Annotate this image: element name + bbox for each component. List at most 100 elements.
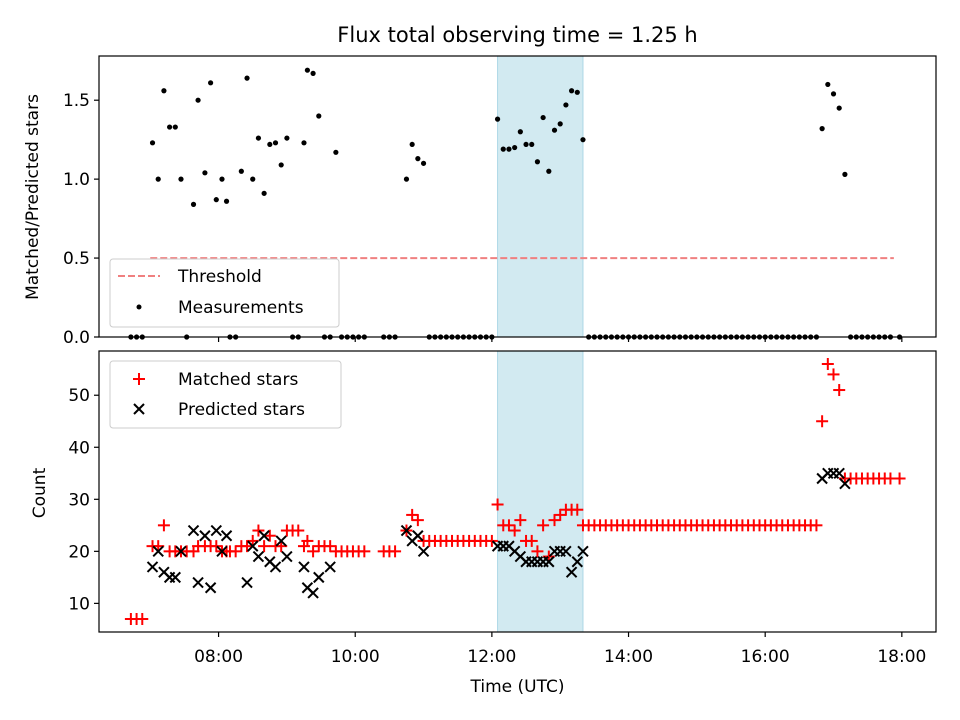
predicted-point	[247, 540, 259, 552]
matched-point	[411, 514, 424, 527]
predicted-point	[210, 524, 223, 537]
bottom-plot-frame	[98, 350, 937, 633]
matched-point	[210, 540, 223, 553]
predicted-point	[565, 566, 578, 578]
bottom-y-axis-label: Count	[30, 467, 50, 518]
measurement-point	[178, 176, 184, 182]
measurement-point	[557, 121, 563, 127]
matched-point	[136, 612, 149, 625]
matched-point	[548, 514, 561, 527]
predicted-point	[307, 587, 319, 599]
highlight-span-top	[497, 55, 584, 338]
y-tick-label: 1.0	[63, 170, 90, 190]
predicted-point	[417, 545, 430, 558]
matched-point	[571, 503, 584, 516]
predicted-point	[152, 545, 164, 558]
measurement-point	[255, 135, 262, 141]
matched-point	[157, 519, 170, 532]
legend-predicted-swatch	[133, 403, 145, 415]
predicted-point	[543, 556, 555, 568]
counts-layer	[124, 358, 906, 625]
measurement-point	[836, 105, 842, 111]
measurement-point	[172, 124, 178, 130]
matched-point	[258, 540, 271, 553]
predicted-point	[324, 561, 336, 573]
measurement-point	[238, 168, 244, 174]
x-tick-label: 10:00	[331, 647, 380, 667]
matched-point	[491, 498, 504, 511]
measurement-point	[267, 141, 273, 148]
predicted-point	[275, 535, 287, 547]
y-tick-label: 0.5	[63, 249, 90, 269]
measurement-point	[523, 141, 529, 148]
predicted-point	[252, 550, 265, 563]
matched-point	[229, 545, 242, 558]
legend-threshold-label: Threshold	[177, 267, 262, 287]
measurement-point	[219, 176, 225, 182]
measurement-point	[244, 75, 250, 81]
measurement-point	[161, 88, 167, 94]
matched-point	[324, 540, 337, 553]
matched-point	[389, 545, 402, 558]
measurement-point	[149, 140, 156, 146]
measurement-point	[420, 160, 427, 166]
y-tick-label: 50	[68, 386, 90, 406]
y-tick-label: 0.0	[63, 328, 90, 348]
predicted-point	[560, 545, 572, 558]
matched-point	[292, 524, 305, 537]
measurement-point	[190, 201, 197, 207]
measurement-point	[284, 135, 290, 141]
measurement-point	[208, 80, 214, 86]
matched-point	[525, 534, 538, 547]
legend-measurements-swatch	[136, 304, 142, 310]
measurement-point	[563, 102, 569, 108]
measurement-point	[167, 124, 173, 130]
predicted-point	[216, 545, 228, 558]
predicted-point	[577, 545, 589, 558]
predicted-point	[313, 571, 325, 584]
matched-point	[263, 529, 276, 542]
top-legend: Threshold Measurements	[109, 258, 340, 328]
y-tick-label: 20	[68, 542, 90, 562]
matched-point	[406, 508, 419, 521]
predicted-point	[241, 576, 253, 589]
legend-box	[109, 258, 340, 328]
predicted-point	[281, 550, 293, 563]
measurement-point	[568, 88, 575, 94]
measurement-point	[304, 67, 310, 73]
x-axis-label: Time (UTC)	[470, 677, 565, 697]
measurement-point	[301, 140, 307, 146]
y-tick-label: 1.5	[63, 91, 90, 111]
measurement-point	[155, 176, 161, 182]
matched-point	[241, 540, 254, 553]
matched-point	[531, 545, 544, 558]
measurement-point	[223, 198, 230, 204]
predicted-point	[412, 530, 424, 542]
predicted-point	[169, 571, 182, 584]
measurement-point	[540, 114, 546, 121]
y-tick-label: 40	[68, 438, 90, 458]
measurement-point	[580, 137, 586, 143]
matched-point	[816, 415, 829, 428]
measurement-point	[409, 141, 415, 148]
predicted-point	[187, 524, 200, 537]
measurement-point	[415, 156, 421, 162]
measurement-point	[310, 70, 316, 76]
matched-point	[301, 534, 314, 547]
measurement-point	[403, 176, 410, 182]
top-plot-frame	[98, 55, 937, 338]
matched-point	[821, 358, 834, 371]
measurement-point	[316, 113, 322, 119]
measurement-point	[494, 116, 501, 122]
predicted-point	[400, 524, 413, 537]
matched-point	[537, 519, 550, 532]
x-tick-label: 12:00	[467, 647, 516, 667]
measurement-point	[278, 162, 284, 168]
chart-title: Flux total observing time = 1.25 h	[337, 23, 697, 47]
matched-point	[554, 508, 567, 521]
matched-point	[810, 519, 823, 532]
measurement-point	[830, 91, 837, 97]
measurement-point	[574, 89, 580, 95]
matched-point	[502, 519, 515, 532]
